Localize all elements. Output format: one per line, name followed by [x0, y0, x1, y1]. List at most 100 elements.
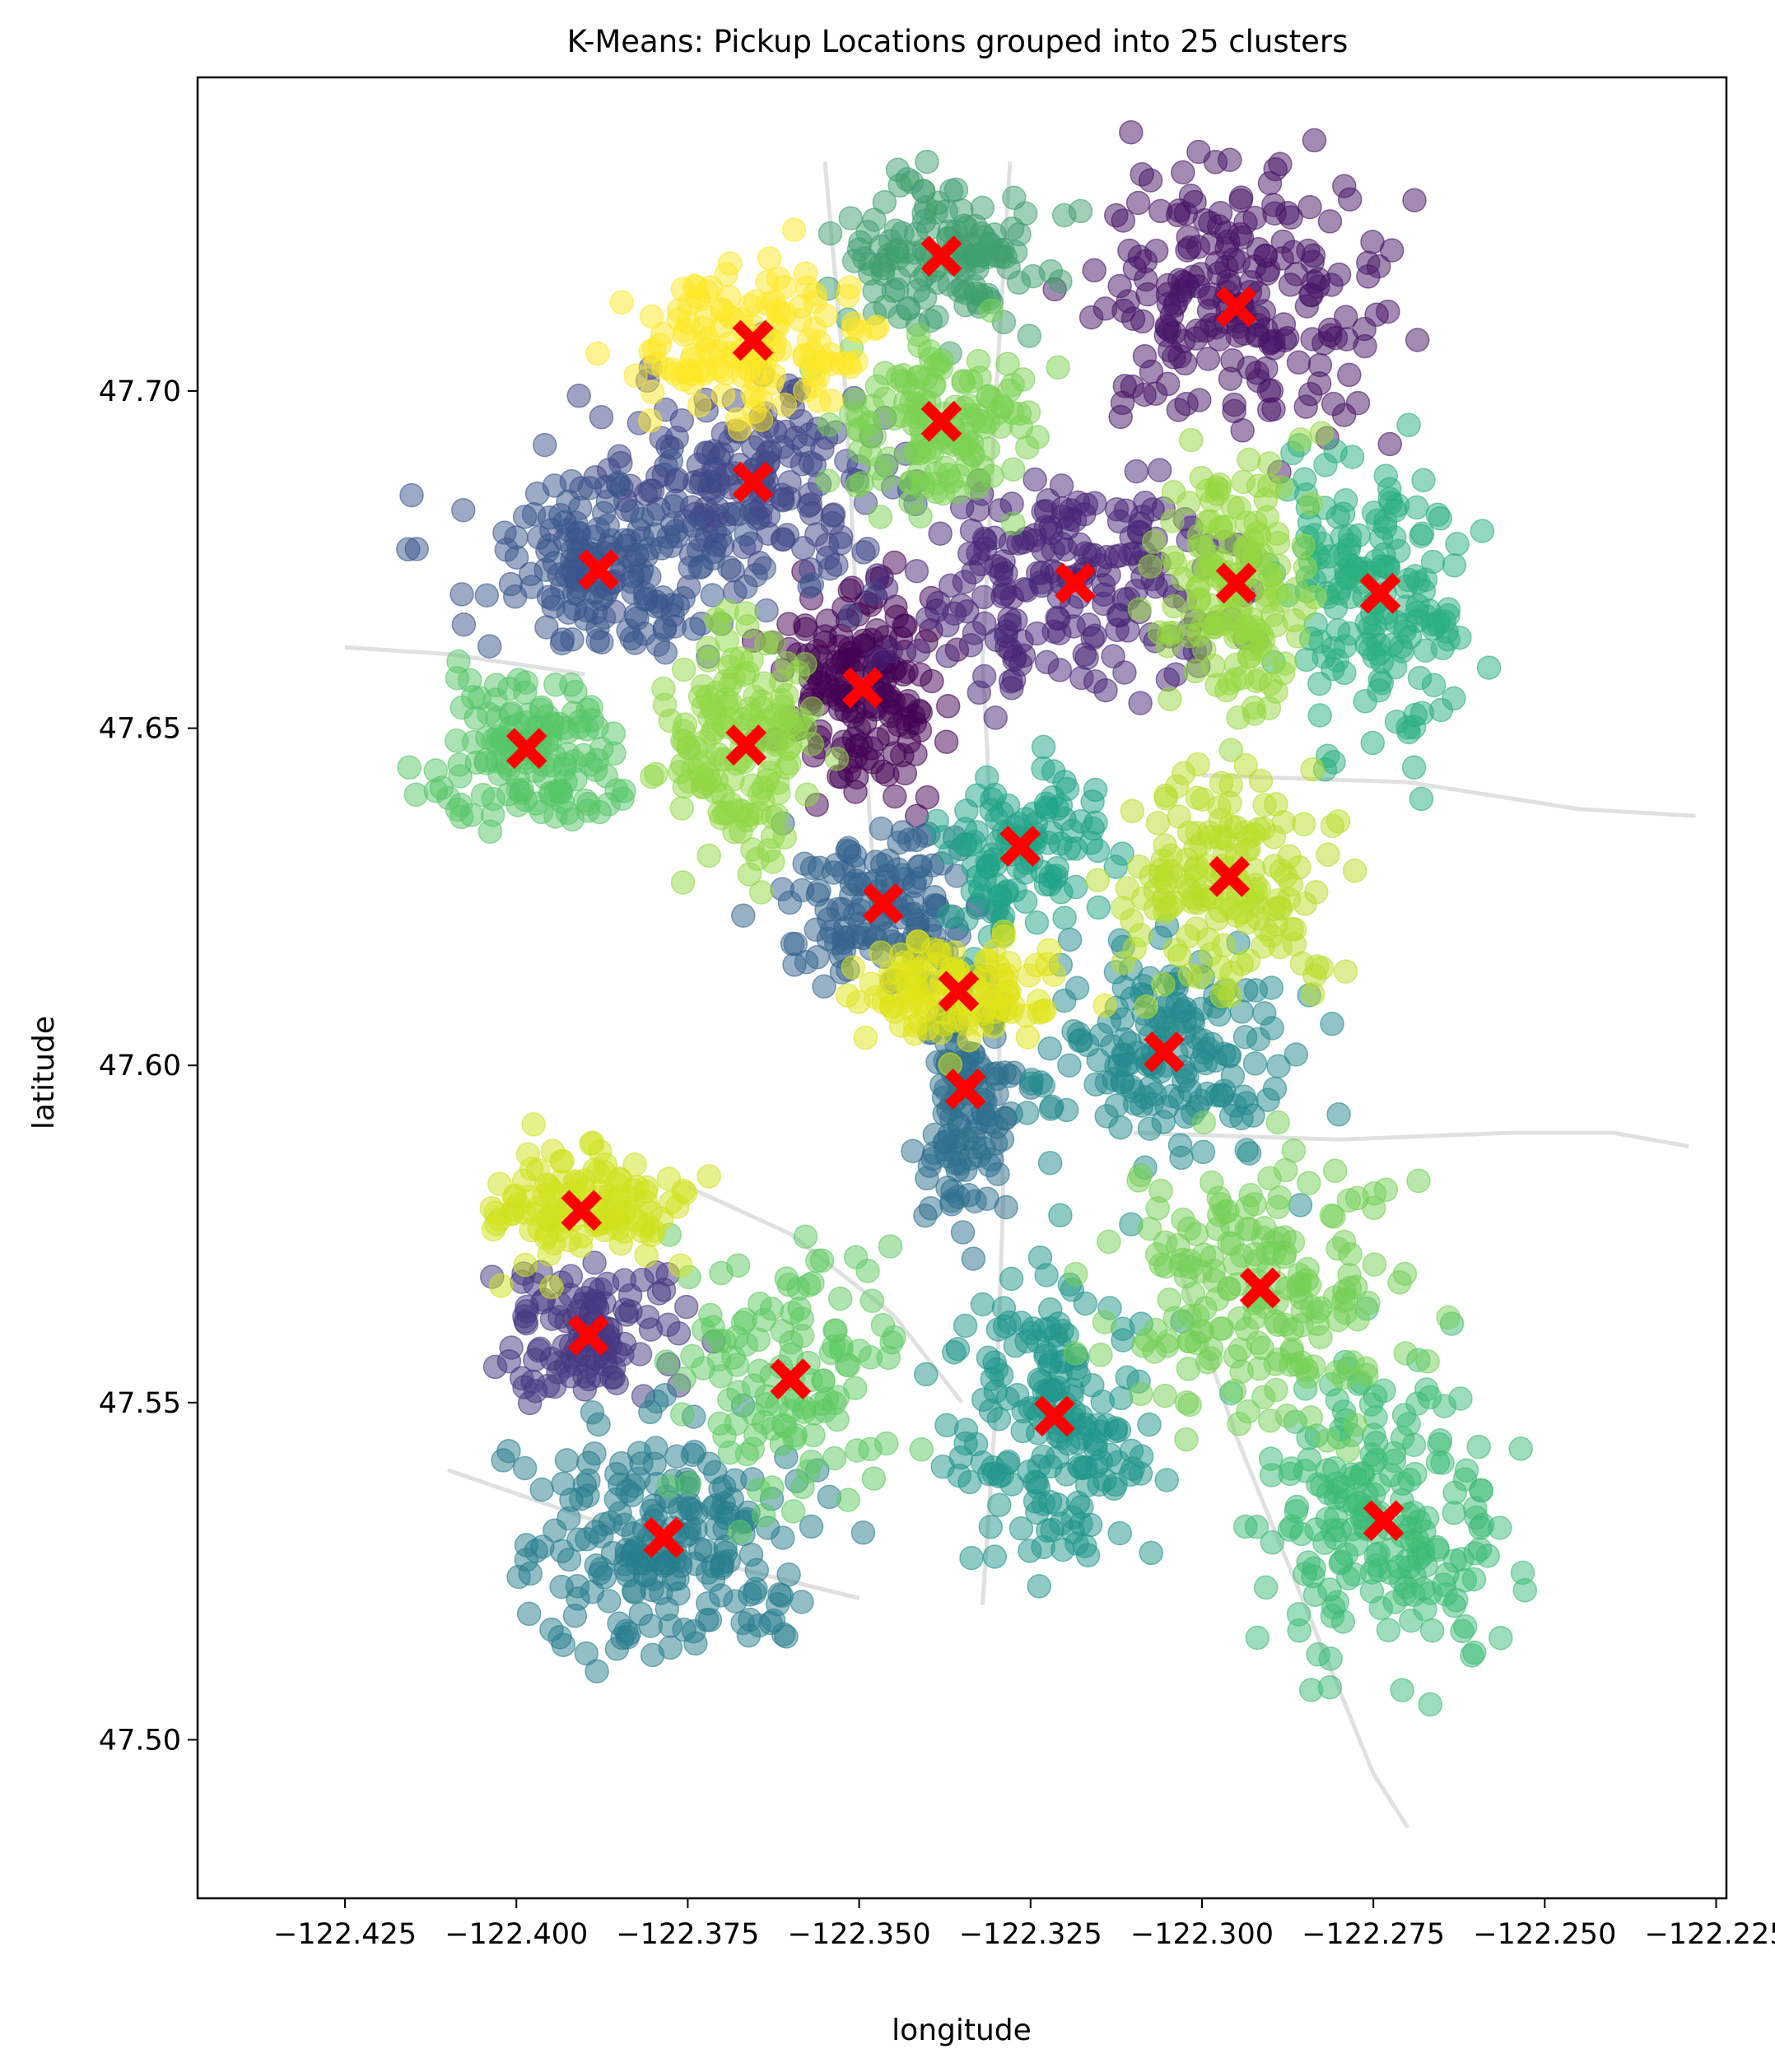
pickup-point	[980, 1367, 1004, 1391]
pickup-point	[403, 782, 429, 807]
pickup-point	[610, 786, 635, 811]
pickup-point	[986, 1406, 1012, 1432]
pickup-point	[1196, 820, 1222, 845]
pickup-point	[812, 974, 836, 999]
pickup-point	[1359, 1579, 1385, 1604]
pickup-point	[932, 1012, 957, 1037]
pickup-point	[707, 800, 732, 825]
pickup-point	[902, 870, 928, 896]
pickup-point	[909, 1437, 934, 1462]
pickup-point	[1297, 1171, 1321, 1195]
pickup-point	[740, 837, 765, 862]
pickup-point	[1145, 811, 1171, 836]
pickup-point	[1327, 1518, 1353, 1543]
pickup-point	[816, 673, 841, 699]
pickup-point	[500, 1201, 524, 1227]
pickup-point	[554, 1448, 580, 1473]
pickup-point	[965, 403, 990, 428]
pickup-point	[700, 583, 724, 608]
pickup-point	[906, 638, 931, 664]
pickup-point	[643, 351, 669, 376]
pickup-point	[720, 1487, 744, 1512]
pickup-point	[1027, 1574, 1051, 1599]
pickup-point	[1111, 298, 1136, 324]
pickup-point	[772, 393, 798, 417]
pickup-point	[814, 533, 840, 557]
pickup-point	[557, 1547, 582, 1572]
pickup-point	[1377, 431, 1402, 457]
pickup-point	[1160, 545, 1186, 570]
pickup-point	[984, 806, 1009, 831]
pickup-point	[1037, 1036, 1062, 1061]
pickup-point	[461, 729, 487, 755]
pickup-point	[1264, 1377, 1288, 1403]
pickup-point	[1059, 594, 1084, 620]
pickup-point	[1057, 927, 1083, 952]
pickup-point	[1013, 201, 1038, 226]
pickup-point	[1153, 833, 1177, 858]
x-tick-label: −122.250	[1473, 1918, 1616, 1951]
pickup-point	[1034, 1263, 1059, 1287]
pickup-point	[734, 575, 758, 599]
pickup-point	[1172, 996, 1198, 1021]
pickup-point	[892, 706, 918, 731]
pickup-point	[1204, 482, 1230, 506]
pickup-point	[1329, 1549, 1354, 1574]
pickup-point	[898, 490, 923, 515]
pickup-point	[822, 1446, 847, 1471]
pickup-point	[1218, 366, 1243, 391]
pickup-point	[1079, 831, 1104, 855]
pickup-point	[677, 358, 701, 383]
pickup-point	[1264, 912, 1288, 937]
pickup-point	[1119, 119, 1144, 145]
pickup-point	[1333, 959, 1358, 984]
pickup-point	[1232, 537, 1257, 561]
pickup-point	[743, 1576, 768, 1602]
pickup-point	[820, 503, 845, 528]
pickup-point	[1293, 1562, 1317, 1586]
pickup-point	[589, 1524, 614, 1548]
pickup-point	[1384, 709, 1409, 734]
pickup-point	[1085, 868, 1111, 892]
pickup-point	[721, 665, 747, 691]
pickup-point	[577, 475, 603, 501]
pickup-point	[1041, 619, 1066, 644]
pickup-point	[1227, 496, 1251, 520]
pickup-point	[1054, 1097, 1079, 1123]
pickup-point	[1086, 895, 1111, 920]
pickup-point	[1133, 267, 1158, 292]
pickup-point	[1284, 1494, 1310, 1520]
pickup-point	[617, 1621, 641, 1646]
x-tick-label: −122.425	[273, 1918, 417, 1951]
pickup-point	[1289, 951, 1315, 976]
pickup-point	[1015, 1025, 1041, 1050]
pickup-point	[757, 246, 782, 271]
pickup-point	[1009, 415, 1034, 440]
pickup-point	[649, 1206, 674, 1232]
pickup-point	[1120, 799, 1145, 824]
pickup-point	[1418, 1692, 1443, 1717]
pickup-point	[798, 482, 823, 507]
pickup-point	[1230, 418, 1255, 443]
pickup-point	[564, 1170, 589, 1194]
pickup-point	[1151, 972, 1176, 997]
pickup-point	[939, 1192, 964, 1217]
pickup-point	[1212, 1041, 1237, 1067]
pickup-point	[612, 1512, 637, 1538]
pickup-point	[1138, 1074, 1163, 1100]
pickup-point	[683, 275, 709, 300]
pickup-point	[540, 1138, 566, 1164]
pickup-point	[1246, 1027, 1271, 1052]
pickup-point	[651, 676, 676, 701]
pickup-point	[621, 1185, 645, 1211]
pickup-point	[727, 1520, 752, 1544]
pickup-point	[935, 644, 960, 668]
pickup-point	[1248, 768, 1274, 794]
pickup-point	[1425, 1450, 1451, 1475]
pickup-point	[903, 742, 928, 766]
pickup-point	[1012, 576, 1037, 602]
pickup-point	[631, 622, 657, 646]
pickup-point	[1242, 205, 1267, 230]
pickup-point	[1035, 1518, 1060, 1544]
pickup-point	[892, 761, 918, 786]
